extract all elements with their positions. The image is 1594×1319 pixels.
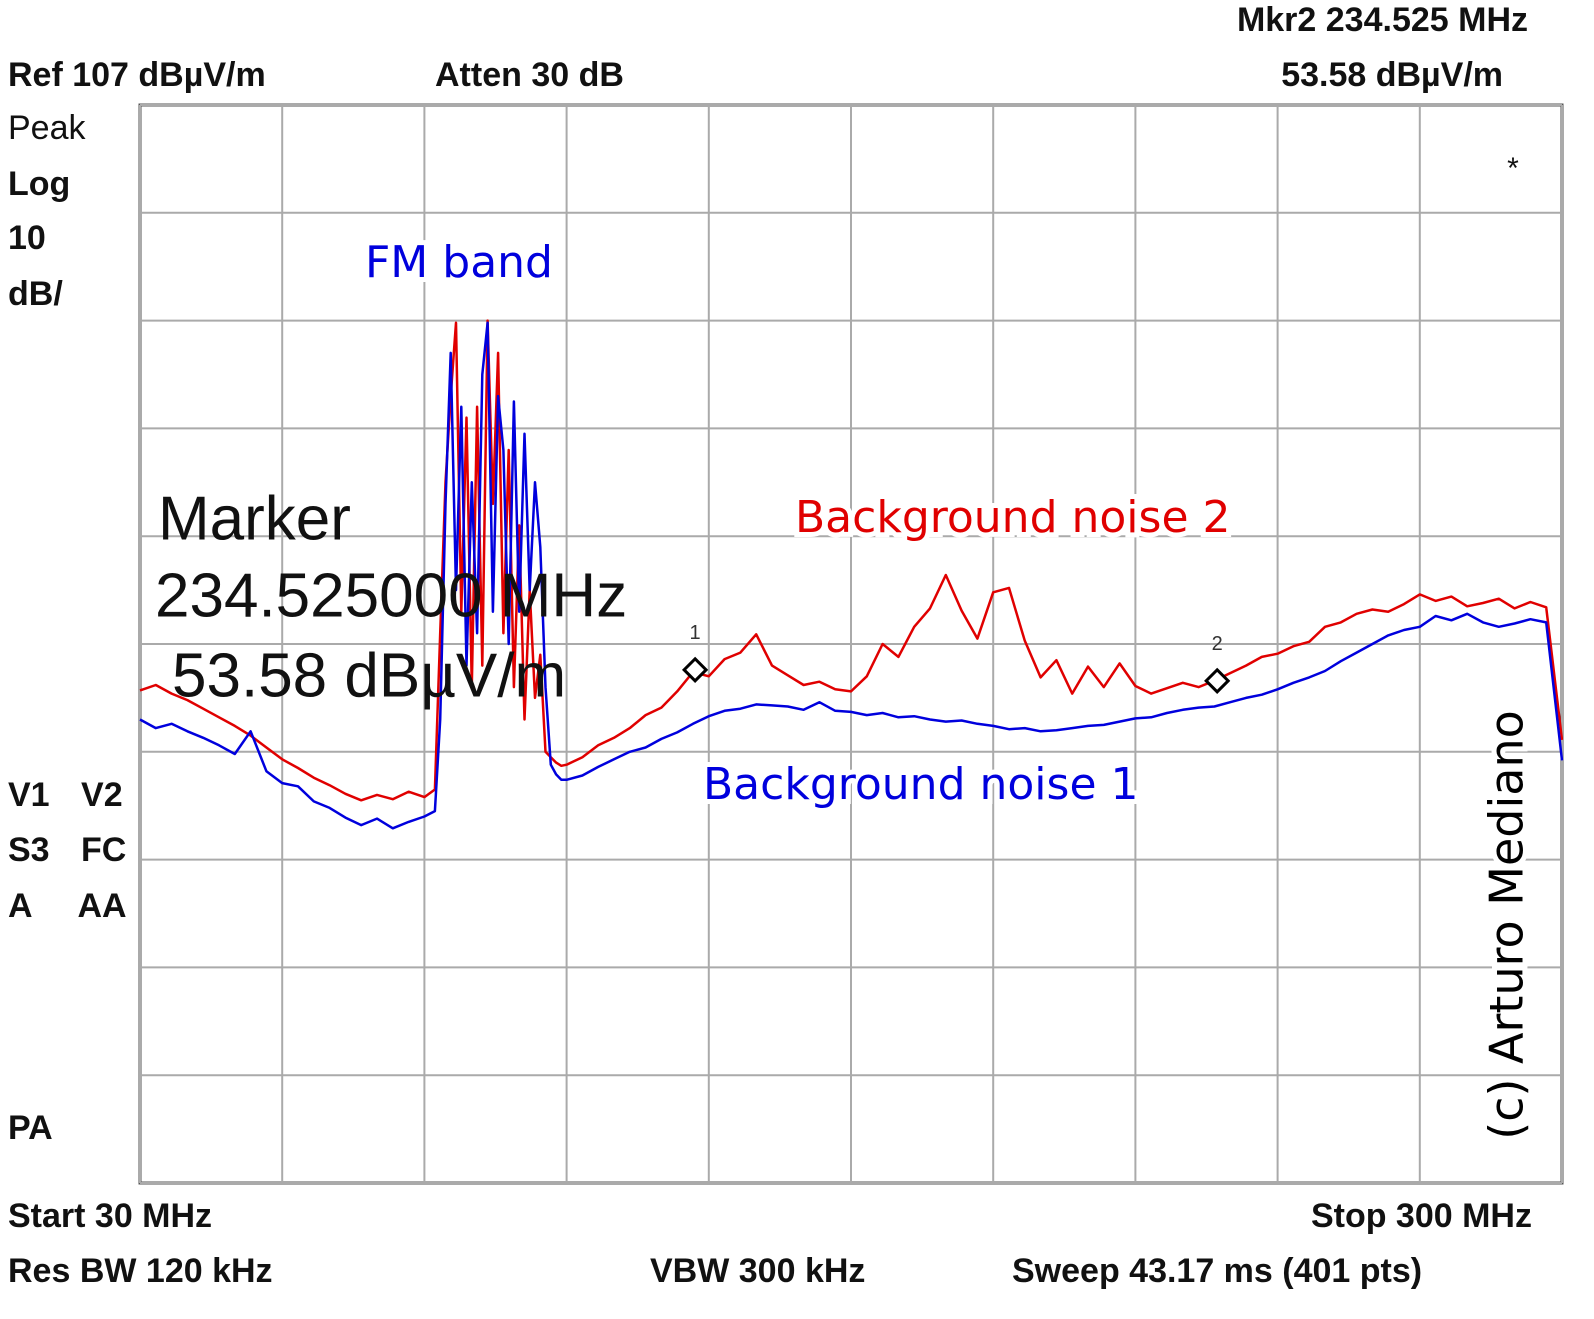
side-label: Log (8, 165, 70, 203)
sweep: Sweep 43.17 ms (401 pts) (1012, 1252, 1422, 1290)
side-label: S3 FC (8, 831, 126, 869)
side-label: Peak (8, 109, 86, 147)
marker-frequency: Mkr2 234.525 MHz (1237, 1, 1528, 39)
resolution-bandwidth: Res BW 120 kHz (8, 1252, 273, 1290)
video-bandwidth: VBW 300 kHz (650, 1252, 865, 1290)
marker-readout: 53.58 dBµV/m (172, 641, 566, 710)
marker-label: 1 (690, 622, 701, 644)
annotation: Background noise 1 (703, 759, 1139, 810)
side-label: dB/ (8, 275, 63, 313)
marker-level: 53.58 dBµV/m (1281, 56, 1503, 94)
marker-diamond (1204, 667, 1231, 694)
side-label: PA (8, 1109, 53, 1147)
marker-readout: 234.525000 MHz (155, 561, 627, 630)
start-frequency: Start 30 MHz (8, 1197, 212, 1235)
side-label: V1 V2 (8, 776, 123, 814)
marker-diamond (681, 656, 709, 683)
marker-label: 2 (1212, 633, 1223, 655)
annotations: FM band Background noise 2 Background nois… (155, 232, 1539, 1145)
side-label: 10 (8, 219, 46, 257)
marker-readout: Marker (158, 484, 351, 553)
grid (139, 104, 1563, 1184)
copyright: (c) Arturo Mediano (1480, 710, 1534, 1140)
trace (139, 321, 1564, 830)
attenuation: Atten 30 dB (435, 56, 624, 94)
stop-frequency: Stop 300 MHz (1311, 1197, 1532, 1235)
trace (139, 319, 1564, 802)
star: * (1507, 152, 1519, 185)
reference-level: Ref 107 dBµV/m (8, 56, 266, 94)
side-label: A AA (8, 887, 127, 925)
annotation: Background noise 2 (795, 492, 1231, 543)
annotation: FM band (365, 237, 553, 288)
